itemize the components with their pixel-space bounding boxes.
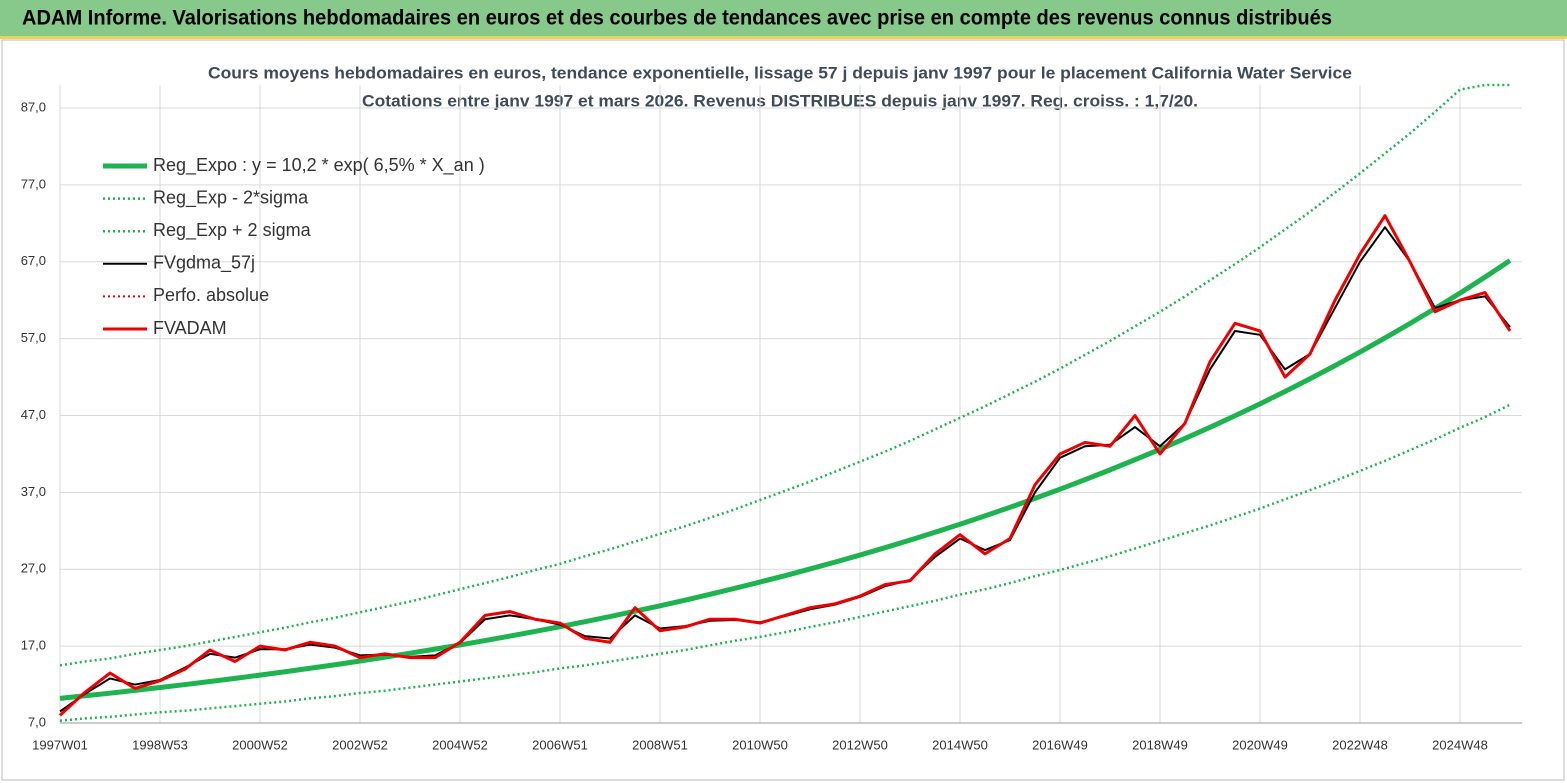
x-tick-label: 2010W50	[732, 737, 788, 752]
y-tick-label: 37,0	[21, 484, 46, 499]
legend-label: Reg_Expo : y = 10,2 * exp( 6,5% * X_an )	[153, 155, 485, 176]
x-tick-label: 2020W49	[1232, 737, 1288, 752]
x-tick-label: 2008W51	[632, 737, 688, 752]
banner-strip	[0, 36, 1567, 39]
y-tick-label: 47,0	[21, 407, 46, 422]
legend-label: FVADAM	[153, 318, 227, 338]
legend-label: Perfo. absolue	[153, 285, 269, 305]
chart-subtitle: Cotations entre janv 1997 et mars 2026. …	[362, 91, 1198, 110]
x-tick-label: 2000W52	[232, 737, 288, 752]
y-tick-label: 57,0	[21, 330, 46, 345]
x-tick-label: 2022W48	[1332, 737, 1388, 752]
legend-label: FVgdma_57j	[153, 253, 255, 274]
series-line	[59, 403, 1511, 722]
x-tick-label: 2012W50	[832, 737, 888, 752]
series-line	[59, 258, 1512, 701]
y-tick-label: 67,0	[21, 253, 46, 268]
y-tick-label: 17,0	[21, 638, 46, 653]
legend-label: Reg_Exp + 2 sigma	[153, 220, 312, 241]
x-tick-label: 1998W53	[132, 737, 188, 752]
y-tick-label: 87,0	[21, 99, 46, 114]
x-tick-label: 2004W52	[432, 737, 488, 752]
x-tick-label: 2018W49	[1132, 737, 1188, 752]
y-tick-label: 77,0	[21, 176, 46, 191]
x-tick-label: 2014W50	[932, 737, 988, 752]
series-line	[59, 83, 1510, 667]
chart-title: Cours moyens hebdomadaires en euros, ten…	[208, 63, 1352, 82]
x-tick-label: 2006W51	[532, 737, 588, 752]
y-tick-label: 7,0	[28, 714, 46, 729]
chart-frame	[1, 39, 1565, 781]
banner-title: ADAM Informe. Valorisations hebdomadaire…	[22, 7, 1332, 30]
x-tick-label: 2016W49	[1032, 737, 1088, 752]
series-line	[58, 214, 1512, 717]
legend-label: Reg_Exp - 2*sigma	[153, 187, 309, 208]
x-tick-label: 2024W48	[1432, 737, 1488, 752]
y-tick-label: 27,0	[21, 561, 46, 576]
x-tick-label: 1997W01	[32, 737, 88, 752]
banner	[0, 0, 1567, 36]
x-tick-label: 2002W52	[332, 737, 388, 752]
